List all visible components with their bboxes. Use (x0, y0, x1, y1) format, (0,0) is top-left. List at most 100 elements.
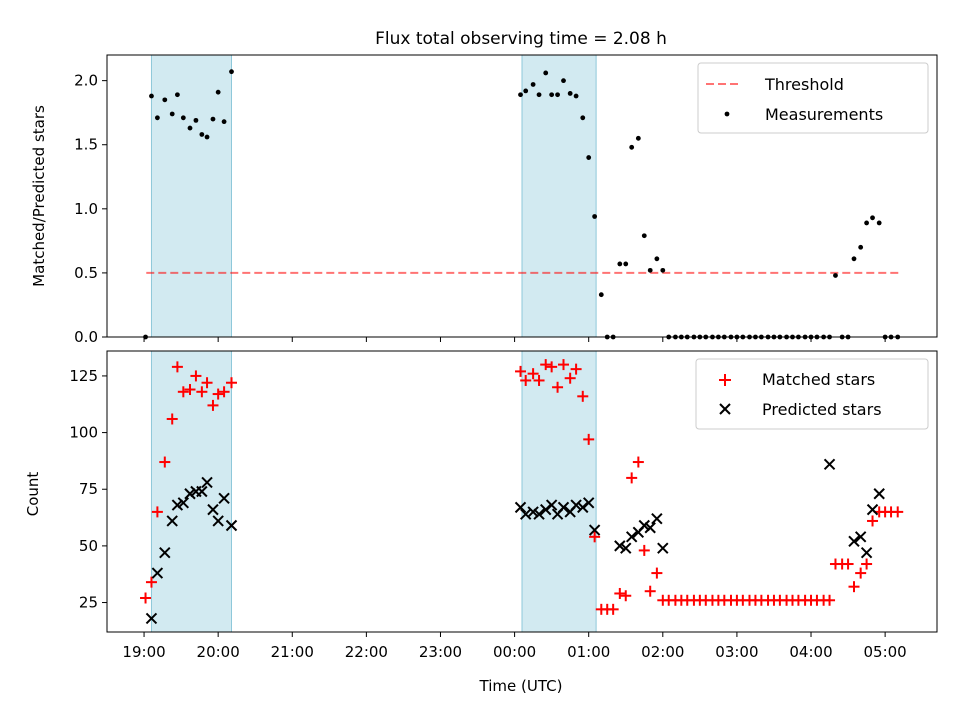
predicted-point (177, 497, 190, 509)
matched-point (140, 592, 152, 604)
measurement-point (561, 78, 566, 84)
measurement-point (580, 115, 586, 121)
measurement-point (654, 256, 660, 262)
measurement-point (523, 88, 529, 94)
matched-point (540, 359, 552, 371)
legend-matched-label: Matched stars (762, 370, 875, 389)
x-tick-label: 00:00 (493, 643, 536, 661)
matched-point (607, 603, 619, 615)
bottom-legend-box (695, 358, 929, 430)
measurement-point (215, 89, 221, 95)
legend-threshold-label: Threshold (764, 75, 844, 94)
matched-point (201, 377, 213, 389)
x-tick-label: 02:00 (641, 643, 684, 661)
measurement-point (833, 273, 838, 278)
measurement-point (617, 261, 623, 267)
bottom-y-label: Count (24, 472, 42, 517)
matched-point (892, 506, 904, 518)
measurement-point (204, 134, 210, 140)
predicted-point (527, 506, 539, 518)
measurement-point (635, 135, 641, 141)
matched-point (564, 372, 576, 384)
predicted-point (519, 508, 532, 520)
matched-point (226, 377, 237, 389)
measurement-point (154, 115, 160, 121)
predicted-point (638, 519, 650, 532)
measurement-point (864, 220, 869, 226)
y-tick-label: 2.0 (74, 72, 98, 90)
top-panel: 0.00.51.01.52.0 Matched/Predicted stars … (30, 54, 938, 346)
x-tick-label: 19:00 (122, 643, 165, 661)
matched-point (583, 433, 595, 445)
x-tick-label: 01:00 (567, 643, 610, 661)
matched-point (177, 386, 189, 398)
bottom-y-axis: 25 50 75 100 125 (69, 367, 107, 612)
predicted-point (514, 501, 527, 514)
matched-point (867, 515, 879, 527)
matched-point (651, 567, 663, 579)
matched-point (644, 585, 656, 597)
top-panel-frame (106, 54, 938, 338)
measurement-point (229, 69, 234, 75)
observing-band-2 (521, 54, 597, 338)
predicted-point (166, 515, 178, 527)
top-legend-box (697, 62, 929, 134)
matched-point (824, 594, 836, 606)
x-tick-label: 21:00 (271, 643, 314, 661)
predicted-point (201, 476, 213, 489)
predicted-point (657, 542, 669, 554)
y-tick-label: 1.5 (74, 136, 98, 154)
bottom-panel-frame (106, 350, 938, 633)
x-tick-label: 04:00 (789, 643, 832, 661)
bottom-legend: Matched stars Predicted stars (695, 358, 929, 430)
matched-point (533, 374, 545, 386)
matched-point (212, 388, 224, 400)
predicted-point (225, 519, 238, 532)
matched-point (620, 590, 632, 602)
y-tick-label: 0.5 (74, 264, 98, 282)
matched-point (577, 390, 589, 402)
predicted-point (620, 542, 632, 554)
observing-band-2 (521, 350, 597, 633)
measurement-point (858, 244, 864, 250)
legend-measurement-label: Measurements (765, 105, 883, 124)
matched-point (515, 365, 527, 377)
matched-point (196, 386, 208, 398)
matched-point (558, 359, 569, 371)
matched-point (855, 567, 867, 579)
measurement-point (180, 115, 186, 121)
measurement-point (629, 144, 635, 150)
measurement-point (530, 82, 536, 87)
predicted-point (533, 508, 545, 520)
top-x-axis (143, 337, 886, 342)
bottom-panel: 25 50 75 100 125 19:00 20:00 21:00 22:00 23:00 00… (24, 350, 938, 695)
predicted-point (644, 522, 656, 534)
predicted-point (854, 531, 867, 543)
matched-point (626, 472, 638, 484)
y-tick-label: 100 (69, 424, 98, 442)
y-tick-label: 0.0 (74, 328, 98, 346)
measurement-point (169, 111, 175, 117)
measurement-point (573, 93, 579, 99)
measurement-point (647, 267, 653, 273)
predicted-point (873, 488, 885, 500)
measurement-point (210, 116, 216, 122)
matched-point (145, 576, 157, 588)
measurement-point (199, 132, 205, 137)
y-tick-label: 75 (79, 480, 98, 498)
matched-point (861, 558, 873, 570)
measurement-point (623, 261, 629, 267)
matched-point (614, 587, 626, 599)
measurement-point (175, 92, 180, 98)
matched-point (207, 399, 219, 411)
matched-point (171, 361, 183, 373)
predicted-point (582, 497, 595, 509)
chart-title: Flux total observing time = 2.08 h (375, 29, 667, 49)
top-y-axis: 0.0 0.5 1.0 1.5 2.0 (74, 72, 107, 346)
predicted-point (196, 485, 208, 498)
predicted-point (171, 499, 184, 511)
predicted-point (151, 567, 164, 579)
measurement-point (518, 92, 523, 98)
predicted-point (848, 535, 860, 548)
measurement-point (851, 256, 857, 262)
